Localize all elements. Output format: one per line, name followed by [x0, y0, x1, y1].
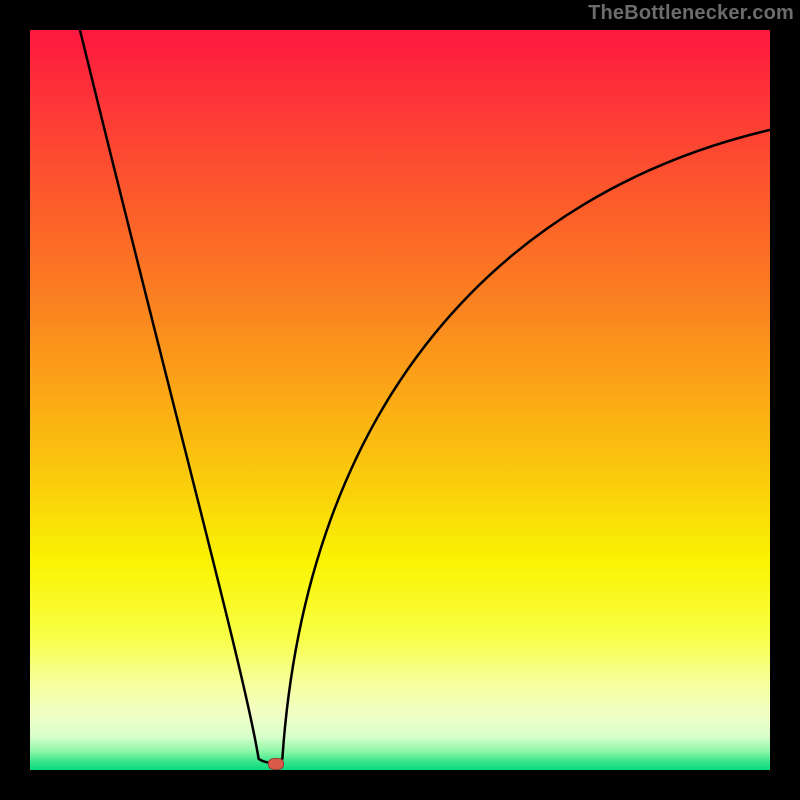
plot-area — [30, 30, 770, 770]
watermark-text: TheBottlenecker.com — [588, 2, 794, 25]
chart-frame: TheBottlenecker.com — [0, 0, 800, 800]
gradient-background — [30, 30, 770, 770]
